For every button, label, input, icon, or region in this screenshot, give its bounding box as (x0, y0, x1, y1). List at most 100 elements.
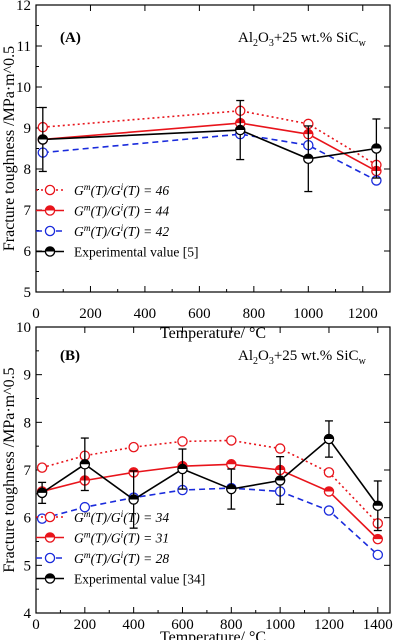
x-tick-label: 600 (188, 306, 211, 322)
legend-entry: Experimental value [34] (74, 572, 205, 587)
legend-entry: Gm(T)/Gi(T) = 31 (74, 531, 169, 546)
data-point (44, 225, 56, 237)
marker-fill (45, 205, 55, 211)
x-tick-label: 0 (32, 306, 40, 322)
legend-entry: Gm(T)/Gi(T) = 42 (74, 224, 169, 239)
marker-fill (45, 246, 55, 252)
data-point (371, 143, 382, 154)
data-point (128, 494, 139, 505)
x-tick-label: 400 (134, 306, 157, 322)
series-line (42, 129, 377, 160)
y-tick-label: 10 (16, 80, 31, 96)
data-point (372, 533, 384, 545)
y-tick-label: 12 (16, 0, 31, 14)
data-point (36, 462, 48, 473)
data-point (44, 246, 56, 257)
series-line (42, 122, 377, 172)
data-point (44, 511, 56, 523)
x-tick-label: 1000 (265, 617, 295, 633)
marker-fill (80, 459, 90, 465)
data-point (372, 500, 384, 511)
marker-fill (45, 573, 55, 579)
material-annotation: Al2O3+25 wt.% SiCw (238, 30, 367, 49)
data-point (36, 487, 48, 499)
x-tick-label: 0 (32, 617, 40, 633)
x-tick-label: 1200 (348, 306, 378, 322)
y-tick-label: 8 (24, 162, 32, 178)
data-point (177, 436, 188, 447)
y-tick-label: 6 (24, 244, 32, 260)
data-point (234, 124, 246, 136)
y-tick-label: 5 (24, 558, 32, 574)
y-axis-label: Fracture toughness /MPa·m^0.5 (1, 367, 18, 572)
series-line (42, 133, 377, 182)
legend: Gm(T)/Gi(T) = 46 Gm(T)/Gi(T) = 44 Gm(T)/Gi… (36, 183, 198, 260)
x-tick-label: 1400 (363, 617, 393, 633)
marker-fill (45, 532, 55, 538)
data-point (323, 486, 335, 497)
x-tick-label: 600 (171, 617, 194, 633)
marker-fill (371, 143, 381, 149)
x-tick-label: 800 (243, 306, 266, 322)
y-tick-label: 10 (16, 320, 31, 336)
data-point (323, 467, 335, 478)
data-point (226, 459, 237, 470)
y-tick-label: 7 (24, 463, 32, 479)
y-tick-label: 5 (24, 285, 32, 301)
legend-entry: Gm(T)/Gi(T) = 34 (74, 510, 169, 525)
x-tick-label: 200 (74, 617, 97, 633)
data-point (226, 483, 237, 495)
data-point (177, 463, 188, 475)
marker-fill (373, 534, 383, 540)
legend: Gm(T)/Gi(T) = 34 Gm(T)/Gi(T) = 31 Gm(T)/Gi… (36, 510, 205, 587)
legend-entry: Gm(T)/Gi(T) = 28 (74, 551, 169, 566)
data-point (44, 573, 56, 584)
data-point (128, 441, 139, 453)
marker-fill (275, 475, 285, 481)
data-point (303, 153, 314, 164)
y-tick-label: 4 (24, 606, 32, 622)
marker-fill (235, 125, 245, 131)
series-line (41, 437, 379, 507)
data-point (323, 505, 335, 516)
marker-fill (129, 494, 139, 500)
data-point (226, 435, 237, 446)
y-tick-label: 11 (17, 39, 31, 55)
marker-fill (324, 486, 334, 492)
marker-fill (226, 484, 236, 490)
series-line (41, 463, 379, 540)
plot-frame (35, 326, 391, 614)
series-1 (36, 435, 384, 529)
y-axis-label: Fracture toughness /MPa·m^0.5 (1, 46, 18, 251)
marker-fill (303, 154, 313, 159)
marker-fill (373, 501, 383, 506)
data-point (44, 205, 56, 216)
data-point (274, 475, 286, 486)
data-point (372, 549, 384, 561)
x-tick-label: 800 (220, 617, 243, 633)
y-tick-label: 7 (24, 203, 32, 219)
marker-fill (226, 459, 236, 465)
data-point (44, 184, 56, 196)
x-tick-label: 200 (79, 306, 102, 322)
data-point (274, 443, 286, 454)
series-line (41, 487, 379, 556)
y-tick-label: 9 (24, 121, 32, 137)
marker-fill (38, 134, 48, 140)
y-tick-label: 9 (24, 368, 32, 384)
y-tick-label: 8 (24, 415, 32, 431)
panel-label: (A) (60, 30, 81, 46)
x-tick-label: 1200 (314, 617, 344, 633)
legend-entry: Gm(T)/Gi(T) = 46 (74, 183, 169, 198)
series-4 (37, 99, 382, 193)
marker-fill (177, 464, 188, 470)
y-tick-label: 6 (24, 511, 32, 527)
x-tick-label: 1000 (293, 306, 323, 322)
chart-panel-1: 0 200 400 600 800 1000 1200 5 6 7 8 9 10 11 12 Temperat… (1, 0, 391, 342)
x-tick-label: 400 (122, 617, 145, 633)
panel-label: (B) (60, 348, 80, 364)
data-point (79, 459, 91, 470)
material-annotation: Al2O3+25 wt.% SiCw (238, 348, 367, 367)
marker-fill (324, 434, 334, 440)
